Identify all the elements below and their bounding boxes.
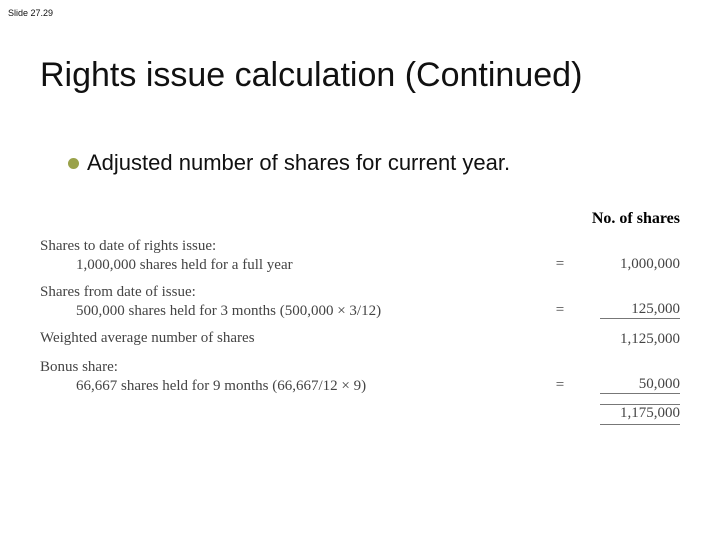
table-row: 1,175,000: [40, 405, 680, 423]
row-value: 50,000: [580, 376, 680, 395]
table-row: Weighted average number of shares 1,125,…: [40, 330, 680, 349]
equals-sign: [540, 422, 580, 423]
row-value: 1,125,000: [580, 331, 680, 349]
row-label: Bonus share: 66,667 shares held for 9 mo…: [40, 359, 540, 395]
row-value: 1,175,000: [580, 405, 680, 423]
row-detail: 1,000,000 shares held for a full year: [40, 257, 540, 274]
bullet-text: Adjusted number of shares for current ye…: [87, 150, 510, 176]
equals-sign: =: [540, 377, 580, 395]
equals-sign: [540, 348, 580, 349]
row-detail: 500,000 shares held for 3 months (500,00…: [40, 303, 540, 320]
table-row: Shares to date of rights issue: 1,000,00…: [40, 238, 680, 274]
row-header: Shares to date of rights issue:: [40, 238, 540, 255]
row-value: 1,000,000: [580, 256, 680, 274]
table-row: Shares from date of issue: 500,000 share…: [40, 284, 680, 320]
table-row: Bonus share: 66,667 shares held for 9 mo…: [40, 359, 680, 395]
row-detail: 66,667 shares held for 9 months (66,667/…: [40, 378, 540, 395]
row-header: Weighted average number of shares: [40, 330, 540, 347]
row-label: Shares to date of rights issue: 1,000,00…: [40, 238, 540, 274]
equals-sign: =: [540, 256, 580, 274]
equals-sign: =: [540, 302, 580, 320]
bullet-item: Adjusted number of shares for current ye…: [68, 150, 510, 176]
page-title: Rights issue calculation (Continued): [40, 56, 700, 95]
calculation-table: Shares to date of rights issue: 1,000,00…: [40, 238, 680, 433]
bullet-dot-icon: [68, 158, 79, 169]
column-header: No. of shares: [592, 210, 680, 228]
row-header: Bonus share:: [40, 359, 540, 376]
row-header: Shares from date of issue:: [40, 284, 540, 301]
slide-number: Slide 27.29: [8, 8, 53, 18]
row-label: Shares from date of issue: 500,000 share…: [40, 284, 540, 320]
row-label: Weighted average number of shares: [40, 330, 540, 349]
row-value: 125,000: [580, 301, 680, 320]
